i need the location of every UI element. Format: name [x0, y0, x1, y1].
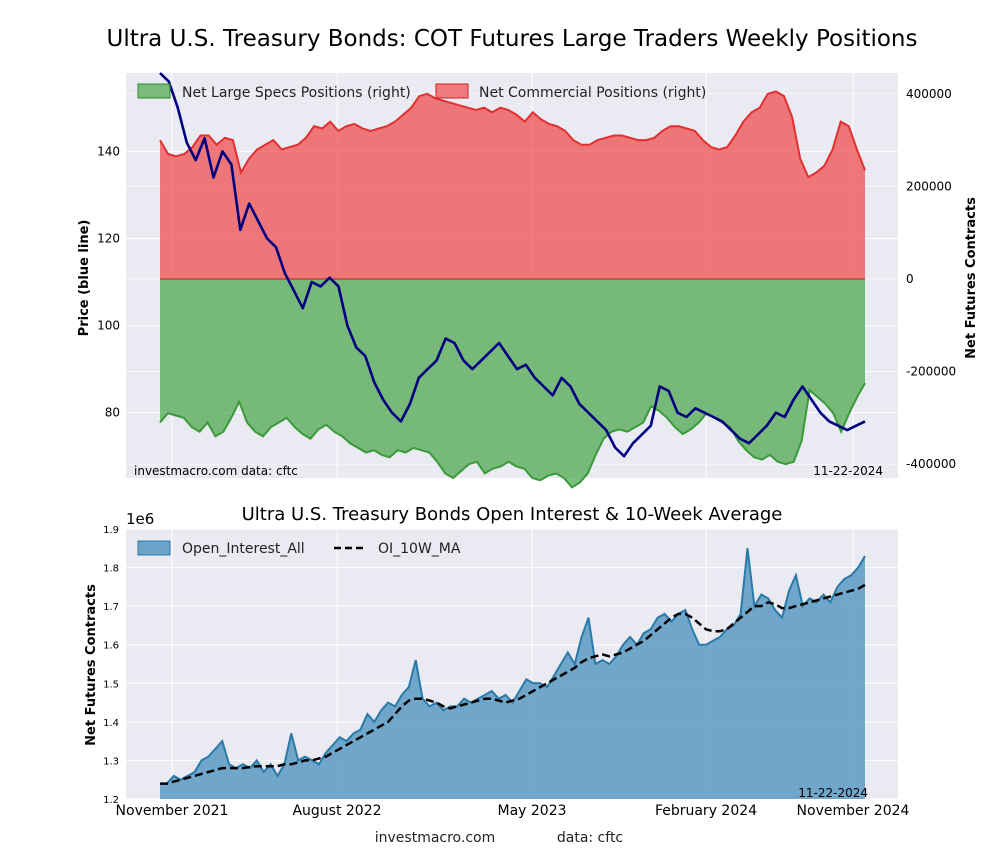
top-left-ticks: 80 100 120 140	[97, 144, 120, 419]
bottom-y-tick-label: 1.7	[103, 602, 119, 613]
legend-label-specs: Net Large Specs Positions (right)	[182, 85, 411, 101]
commercial-line	[159, 90, 866, 179]
bottom-y-tick-label: 1.3	[103, 756, 119, 767]
top-footer-source: investmacro.com data: cftc	[134, 464, 298, 478]
legend-swatch-open-interest	[137, 540, 171, 556]
bottom-x-tick-label: May 2023	[497, 803, 566, 819]
left-tick-label: 100	[97, 319, 120, 333]
specs-area	[160, 278, 865, 488]
legend-swatch-commercial	[435, 83, 469, 99]
bottom-y-tick-label: 1.9	[103, 525, 119, 536]
top-chart-title: Ultra U.S. Treasury Bonds: COT Futures L…	[106, 26, 917, 52]
right-tick-label: 400000	[906, 87, 952, 101]
bottom-y-tick-label: 1.2	[103, 795, 119, 806]
top-areas	[159, 90, 866, 489]
bottom-footer-date: 11-22-2024	[798, 786, 868, 800]
legend-swatch-specs	[137, 83, 171, 99]
moving-average-line	[160, 583, 866, 785]
bottom-x-tick-label: November 2024	[797, 803, 910, 819]
open-interest-area-group	[160, 548, 866, 799]
price-line-group	[159, 72, 866, 458]
legend-label-commercial: Net Commercial Positions (right)	[479, 85, 706, 101]
bottom-y-tick-label: 1.8	[103, 564, 119, 575]
top-left-axis-label: Price (blue line)	[77, 220, 92, 337]
bottom-y-ticks: 1.2 1.3 1.4 1.5 1.6 1.7 1.8 1.9	[103, 525, 119, 806]
legend-label-ma: OI_10W_MA	[378, 541, 461, 557]
bottom-chart-title: Ultra U.S. Treasury Bonds Open Interest …	[242, 504, 783, 525]
left-tick-label: 120	[97, 231, 120, 245]
footer-data: data: cftc	[557, 830, 623, 846]
left-tick-label: 80	[105, 406, 120, 420]
price-line	[159, 72, 866, 458]
top-footer-date: 11-22-2024	[813, 464, 883, 478]
top-right-axis-label: Net Futures Contracts	[964, 197, 979, 359]
open-interest-area	[160, 548, 865, 799]
top-right-ticks: 400000 200000 0 -200000 -400000	[906, 87, 956, 471]
footer-source: investmacro.com	[375, 830, 495, 846]
open-interest-line	[160, 548, 866, 785]
bottom-axis-label: Net Futures Contracts	[84, 584, 99, 746]
legend-label-open-interest: Open_Interest_All	[182, 541, 305, 557]
right-tick-label: 200000	[906, 179, 952, 193]
bottom-x-tick-label: February 2024	[655, 803, 757, 819]
bottom-y-tick-label: 1.6	[103, 641, 119, 652]
right-tick-label: -200000	[906, 365, 956, 379]
bottom-y-tick-label: 1.5	[103, 679, 119, 690]
bottom-x-ticks: November 2021 August 2022 May 2023 February…	[116, 803, 910, 819]
bottom-x-tick-label: August 2022	[292, 803, 381, 819]
commercial-area	[160, 91, 865, 279]
bottom-y-tick-label: 1.4	[103, 718, 119, 729]
top-legend: Net Large Specs Positions (right) Net Co…	[137, 83, 706, 101]
bottom-x-tick-label: November 2021	[116, 803, 229, 819]
right-tick-label: -400000	[906, 457, 956, 471]
right-tick-label: 0	[906, 272, 914, 286]
exponent-label: 1e6	[126, 510, 154, 528]
bottom-legend: Open_Interest_All OI_10W_MA	[137, 540, 461, 557]
specs-line	[159, 382, 866, 489]
left-tick-label: 140	[97, 144, 120, 158]
